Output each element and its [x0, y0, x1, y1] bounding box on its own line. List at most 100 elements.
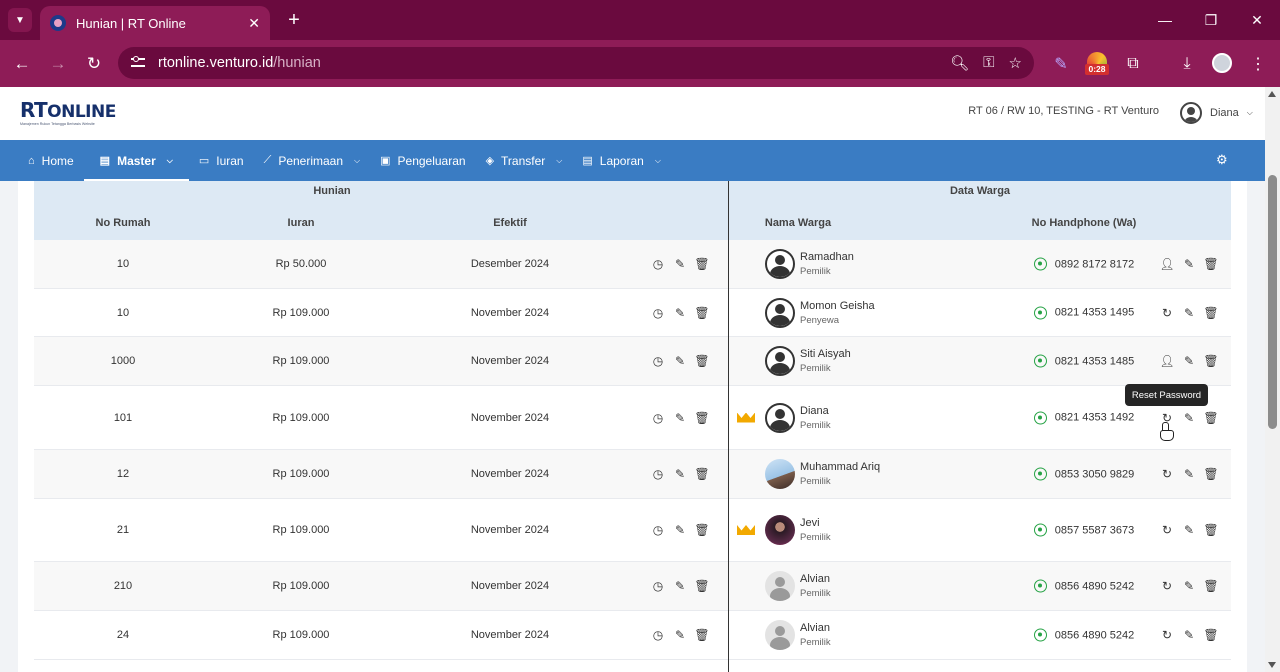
rt-online-logo[interactable]: RTONLINE Manajemen Rukun Tetangga Berbas… [20, 100, 120, 128]
zoom-icon[interactable]: 🔍︎ [950, 55, 970, 72]
history-icon[interactable]: ◷ [652, 467, 664, 481]
trash-icon[interactable]: 🗑︎ [1203, 354, 1219, 368]
timer-badge: 0:28 [1085, 64, 1109, 75]
reset-password-icon[interactable]: ↻ [1161, 523, 1173, 537]
warga-actions: ↻ ✎ 🗑︎ [1160, 467, 1219, 481]
logo-rt: RT [20, 98, 48, 122]
nav-home[interactable]: ⌂ Home [18, 140, 84, 181]
history-icon[interactable]: ◷ [652, 354, 664, 368]
history-icon[interactable]: ◷ [652, 305, 664, 320]
address-bar[interactable]: rtonline.venturo.id/hunian 🔍︎ ⚿ ☆ [118, 47, 1034, 79]
scroll-up-arrow-icon[interactable] [1268, 91, 1276, 97]
history-icon[interactable]: ◷ [652, 257, 664, 271]
trash-icon[interactable]: 🗑︎ [694, 467, 710, 481]
edit-icon[interactable]: ✎ [1183, 579, 1195, 593]
nav-iuran[interactable]: ▭ Iuran [189, 140, 254, 181]
trash-icon[interactable]: 🗑︎ [1203, 257, 1219, 271]
browser-tab[interactable]: Hunian | RT Online ✕ [40, 6, 270, 40]
edit-icon[interactable]: ✎ [674, 410, 686, 425]
extensions-puzzle-icon[interactable]: ⧉ [1127, 55, 1139, 72]
edit-icon[interactable]: ✎ [1183, 628, 1195, 642]
nav-laporan-label: Laporan [599, 153, 644, 168]
feather-extension-icon[interactable]: ✎ [1054, 56, 1068, 73]
reset-password-icon[interactable]: ↻ [1161, 305, 1173, 320]
history-icon[interactable]: ◷ [652, 523, 664, 537]
edit-icon[interactable]: ✎ [1183, 305, 1195, 320]
edit-icon[interactable]: ✎ [674, 628, 686, 642]
tab-close-icon[interactable]: ✕ [248, 14, 260, 31]
phone-link[interactable]: 0892 8172 8172 [934, 257, 1234, 271]
warga-status: Pemilik [800, 532, 831, 543]
trash-icon[interactable]: 🗑︎ [1203, 628, 1219, 642]
settings-gear-icon[interactable]: ⚙ [1216, 152, 1228, 167]
edit-icon[interactable]: ✎ [1183, 257, 1195, 271]
edit-icon[interactable]: ✎ [674, 523, 686, 537]
nav-penerimaan[interactable]: ⟋ Penerimaan ⌵ [254, 140, 371, 181]
forward-button[interactable]: → [49, 54, 67, 73]
phone-link[interactable]: 0853 3050 9829 [934, 467, 1234, 481]
edit-icon[interactable]: ✎ [674, 467, 686, 481]
trash-icon[interactable]: 🗑︎ [694, 410, 710, 425]
edit-icon[interactable]: ✎ [674, 257, 686, 271]
phone-link[interactable]: 0821 4353 1495 [934, 306, 1234, 319]
page-scrollbar[interactable] [1265, 87, 1280, 672]
warga-avatar [765, 297, 795, 328]
trash-icon[interactable]: 🗑︎ [1203, 410, 1219, 425]
phone-link[interactable]: 0821 4353 1485 [934, 354, 1234, 368]
reset-password-icon[interactable]: ↻ [1161, 579, 1173, 593]
phone-link[interactable]: 0857 5587 3673 [934, 523, 1234, 537]
password-key-icon[interactable]: ⚿ [983, 54, 995, 71]
trash-icon[interactable]: 🗑︎ [1203, 305, 1219, 320]
edit-icon[interactable]: ✎ [1183, 354, 1195, 368]
add-user-icon[interactable]: 👤︎ [1159, 257, 1175, 271]
trash-icon[interactable]: 🗑︎ [694, 579, 710, 593]
user-menu[interactable]: Diana ⌵ [1180, 102, 1253, 124]
profile-avatar[interactable] [1212, 53, 1232, 73]
nav-laporan[interactable]: ▤ Laporan ⌵ [572, 140, 671, 181]
edit-icon[interactable]: ✎ [674, 579, 686, 593]
nav-transfer[interactable]: ◈ Transfer ⌵ [476, 140, 573, 181]
trash-icon[interactable]: 🗑︎ [1203, 467, 1219, 481]
edit-icon[interactable]: ✎ [674, 354, 686, 368]
new-tab-button[interactable]: + [288, 9, 300, 31]
phone-link[interactable]: 0856 4890 5242 [934, 579, 1234, 593]
reset-password-icon[interactable]: ↻ [1161, 628, 1173, 642]
history-icon[interactable]: ◷ [652, 628, 664, 642]
back-button[interactable]: ← [13, 54, 31, 73]
table-row: 24 Rp 109.000 November 2024 ◷ ✎ 🗑︎ Alvian Pemil… [34, 611, 1231, 660]
nav-master[interactable]: ▤ Master ⌵ [83, 140, 190, 181]
trash-icon[interactable]: 🗑︎ [694, 354, 710, 368]
close-window-button[interactable]: ✕ [1251, 11, 1263, 28]
warga-name: Siti Aisyah [800, 348, 851, 360]
scroll-thumb[interactable] [1268, 175, 1277, 429]
trash-icon[interactable]: 🗑︎ [694, 628, 710, 642]
trash-icon[interactable]: 🗑︎ [694, 523, 710, 537]
edit-icon[interactable]: ✎ [1183, 467, 1195, 481]
trash-icon[interactable]: 🗑︎ [1203, 523, 1219, 537]
history-icon[interactable]: ◷ [652, 579, 664, 593]
phone-link[interactable]: 0856 4890 5242 [934, 628, 1234, 642]
trash-icon[interactable]: 🗑︎ [694, 305, 710, 320]
trash-icon[interactable]: 🗑︎ [1203, 579, 1219, 593]
edit-icon[interactable]: ✎ [1183, 410, 1195, 425]
trash-icon[interactable]: 🗑︎ [694, 257, 710, 271]
timer-extension-icon[interactable]: 0:28 [1085, 52, 1109, 76]
reload-button[interactable]: ↻ [86, 54, 102, 73]
nav-pengeluaran[interactable]: ▣ Pengeluaran [370, 140, 475, 181]
reset-password-icon[interactable]: ↻ [1161, 467, 1173, 481]
reset-password-icon[interactable]: ↻ [1161, 410, 1173, 425]
scroll-down-arrow-icon[interactable] [1268, 662, 1276, 668]
add-user-icon[interactable]: 👤︎ [1159, 354, 1175, 368]
history-icon[interactable]: ◷ [652, 410, 664, 425]
bookmark-star-icon[interactable]: ☆ [1008, 55, 1022, 72]
tab-search-button[interactable]: ▼ [8, 8, 32, 32]
site-settings-icon[interactable] [130, 55, 146, 71]
minimize-button[interactable]: — [1158, 12, 1172, 28]
warga-status: Pemilik [800, 476, 831, 487]
phone-link[interactable]: 0821 4353 1492 [934, 411, 1234, 424]
restore-button[interactable]: ❐ [1204, 11, 1218, 28]
edit-icon[interactable]: ✎ [674, 305, 686, 320]
browser-menu-icon[interactable]: ⋮ [1250, 56, 1266, 73]
download-icon[interactable]: ⤓ [1183, 55, 1191, 72]
edit-icon[interactable]: ✎ [1183, 523, 1195, 537]
